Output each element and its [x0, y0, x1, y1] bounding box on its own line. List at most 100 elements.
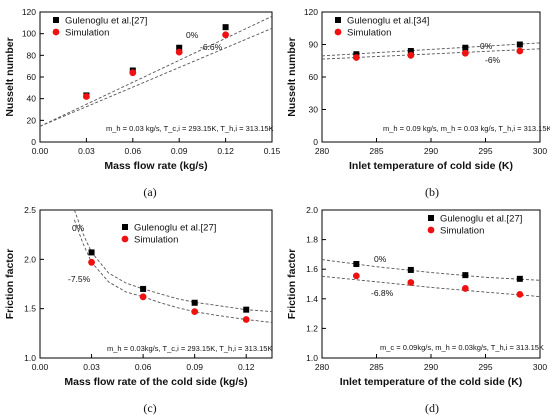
x-tick-label: 295	[478, 146, 492, 156]
y-tick-label: 120	[22, 7, 36, 17]
data-point-circle	[222, 31, 230, 39]
operating-conditions: m_h = 0.03kg/s, T_c,i = 293.15K, T_h,i =…	[107, 344, 272, 353]
legend-marker-circle	[52, 28, 60, 36]
data-point-square	[462, 272, 469, 279]
data-point-square	[191, 299, 198, 306]
data-point-circle	[88, 258, 95, 266]
data-point-circle	[352, 54, 360, 61]
x-tick-label: 280	[315, 146, 329, 156]
chart-panel-3: 0.00 0.03 0.06 0.09 0.12 1.0 1.5 2.0 2.5 Mass flo…	[4, 205, 273, 415]
operating-conditions: m_h = 0.03 kg/s, T_c,i = 293.15K, T_h,i …	[106, 124, 274, 133]
y-tick-label: 0	[313, 137, 318, 147]
y-tick-label: 20	[27, 115, 37, 125]
panel-label: (b)	[425, 185, 439, 199]
data-point-circle	[461, 285, 469, 292]
chart-panel-2: 280 285 290 295 300 0 30 60 90 120 Inlet temperatu…	[286, 7, 550, 199]
legend-marker-square	[122, 224, 128, 230]
data-point-square	[88, 249, 95, 256]
y-tick-label: 2.0	[24, 254, 36, 264]
data-point-square	[516, 41, 523, 48]
y-tick-label: 2.0	[306, 205, 318, 215]
fit-line-2	[321, 275, 541, 298]
y-tick-label: 80	[27, 50, 37, 60]
fit-line-label: 0%	[186, 30, 199, 40]
fit-line-label: 0%	[72, 223, 85, 233]
legend-marker-circle	[121, 235, 129, 243]
legend-marker-square	[335, 17, 341, 23]
y-tick-label: 1.0	[306, 353, 318, 363]
x-tick-label: 0.09	[171, 146, 188, 156]
y-tick-label: 30	[309, 105, 319, 115]
legend-label: Gulenoglu et al.[27]	[65, 16, 147, 27]
legend-label: Simulation	[347, 28, 391, 39]
y-tick-label: 60	[27, 72, 37, 82]
data-point-square	[407, 266, 414, 273]
legend-label: Simulation	[440, 226, 484, 237]
y-tick-label: 60	[309, 72, 319, 82]
x-tick-label: 285	[369, 362, 383, 372]
y-axis-label: Nusselt number	[286, 37, 298, 116]
fit-line-label: 0%	[480, 41, 493, 51]
y-axis-label: Friction factor	[4, 249, 16, 320]
legend-label: Gulenoglu et al.[34]	[347, 16, 429, 27]
x-tick-label: 0.06	[135, 362, 152, 372]
x-axis-label: Inlet temperature of cold side (K)	[349, 160, 513, 172]
x-tick-label: 0.00	[32, 146, 49, 156]
panel-label: (d)	[425, 401, 439, 415]
data-point-square	[222, 24, 229, 31]
x-tick-label: 290	[424, 362, 438, 372]
y-tick-label: 40	[27, 94, 37, 104]
y-tick-label: 1.8	[306, 235, 318, 245]
data-point-circle	[139, 293, 147, 301]
x-tick-label: 0.03	[83, 362, 100, 372]
x-tick-label: 285	[369, 146, 383, 156]
x-tick-label: 280	[315, 362, 329, 372]
data-point-circle	[352, 272, 360, 280]
data-point-circle	[129, 69, 137, 77]
chart-panel-1: 0.00 0.03 0.06 0.09 0.12 0.15 0 20 40 60 80 100 120 M…	[4, 7, 281, 199]
data-point-square	[407, 48, 414, 54]
x-axis-label: Mass flow rate (kg/s)	[104, 160, 207, 172]
fit-line-label: 0%	[374, 254, 387, 264]
legend-label: Simulation	[134, 235, 178, 246]
data-point-square	[462, 44, 469, 51]
y-axis-label: Nusselt number	[4, 37, 16, 116]
y-tick-label: 100	[22, 29, 36, 39]
x-tick-label: 300	[533, 146, 547, 156]
data-point-square	[140, 285, 147, 292]
legend-label: Gulenoglu et al.[27]	[440, 214, 522, 225]
data-point-circle	[175, 48, 183, 56]
operating-conditions: m_h = 0.09 kg/s, m_h = 0.03 kg/s, T_h,i …	[383, 124, 550, 133]
data-point-square	[243, 306, 250, 313]
panel-label: (c)	[143, 401, 156, 415]
data-point-circle	[461, 49, 469, 57]
y-tick-label: 1.5	[24, 304, 36, 314]
fit-line-label: -7.5%	[68, 274, 91, 284]
x-tick-label: 300	[533, 362, 547, 372]
x-tick-label: 0.12	[238, 362, 255, 372]
data-point-circle	[191, 308, 199, 316]
fit-line-label: -6.6%	[200, 42, 223, 52]
data-point-square	[176, 44, 183, 51]
data-point-circle	[242, 316, 250, 323]
data-point-square	[516, 275, 523, 282]
fit-line-2	[39, 27, 273, 127]
legend-label: Simulation	[65, 28, 109, 39]
data-point-circle	[407, 51, 415, 59]
y-tick-label: 1.2	[306, 323, 318, 333]
data-point-circle	[516, 290, 524, 298]
data-point-square	[353, 261, 360, 268]
plot-frame	[39, 209, 273, 359]
chart-panel-4: 280 285 290 295 300 1.0 1.2 1.4 1.6 1.8 2.0 Inlet t…	[286, 205, 547, 415]
x-tick-label: 0.03	[78, 146, 95, 156]
fit-line-1	[39, 15, 273, 127]
fit-line-label: -6%	[485, 55, 501, 65]
x-tick-label: 0.12	[217, 146, 234, 156]
legend-marker-circle	[334, 28, 342, 36]
legend-label: Gulenoglu et al.[27]	[134, 223, 216, 234]
data-point-circle	[407, 279, 415, 286]
legend-marker-square	[53, 17, 59, 23]
legend-marker-circle	[427, 226, 435, 234]
x-axis-label: Inlet temperature of the cold side (K)	[340, 376, 523, 388]
x-tick-label: 290	[424, 146, 438, 156]
